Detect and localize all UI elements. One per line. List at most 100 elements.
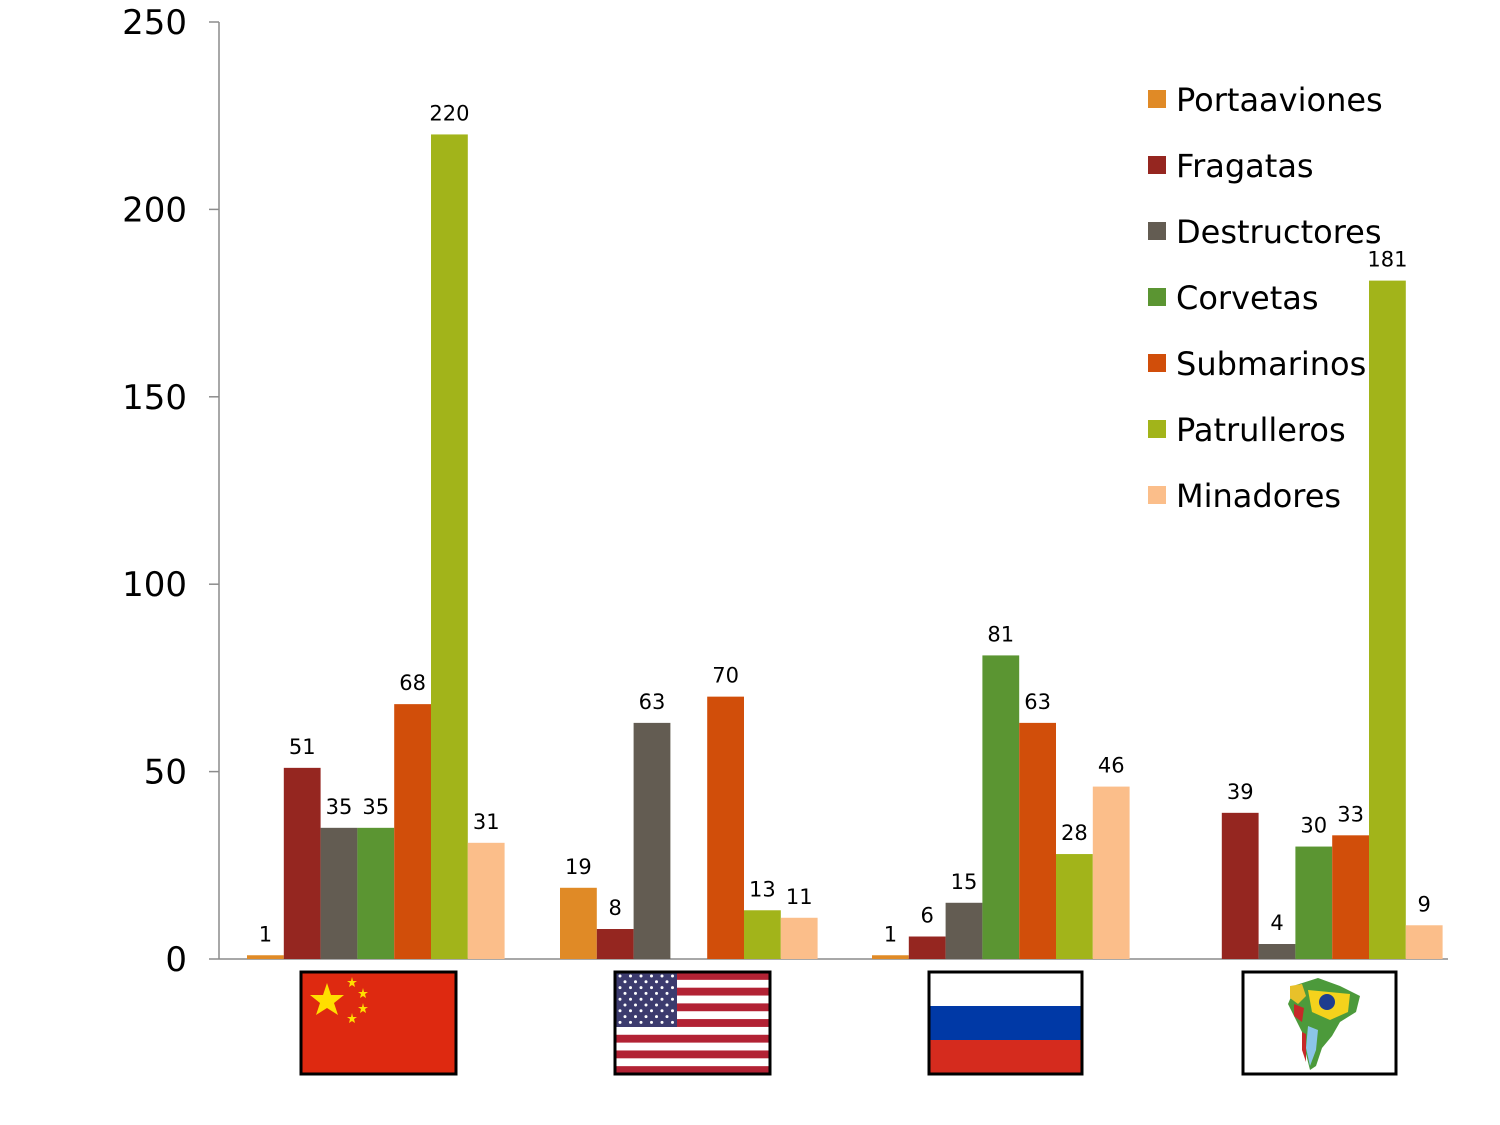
flag-star [655, 991, 658, 995]
legend-label: Minadores [1176, 477, 1341, 515]
flag-star [650, 1009, 653, 1013]
bar [431, 134, 468, 959]
bar [908, 936, 946, 959]
flag-star [644, 1015, 648, 1019]
bar [872, 955, 909, 959]
data-label: 1 [259, 922, 272, 946]
flag-star [671, 997, 674, 1001]
y-tick-label: 150 [122, 378, 187, 418]
flag-star [671, 974, 674, 978]
bar [744, 910, 781, 959]
flag-star [634, 980, 637, 984]
bar [1369, 280, 1406, 959]
bar [1221, 812, 1259, 959]
flag-star [634, 1015, 637, 1019]
data-label: 68 [399, 671, 426, 695]
flag-star [629, 974, 632, 978]
data-label: 31 [473, 810, 500, 834]
bar [633, 722, 671, 959]
legend-swatch [1148, 420, 1166, 438]
flag-star [623, 980, 627, 984]
flag-star [650, 1020, 653, 1024]
bar [982, 655, 1020, 959]
data-label: 51 [289, 735, 316, 759]
flag-star [623, 1015, 627, 1019]
flag-stripe [615, 1050, 770, 1059]
flag-star [634, 991, 637, 995]
legend-swatch [1148, 354, 1166, 372]
bars [247, 134, 1443, 959]
flag-star [639, 1009, 643, 1013]
bar [394, 704, 431, 959]
flag-stripe [615, 1003, 770, 1012]
flag-stripe [615, 972, 770, 980]
data-label: 63 [639, 690, 666, 714]
bar [1295, 846, 1333, 959]
bar [357, 827, 395, 959]
flag-china-icon [299, 970, 458, 1076]
flag-star [660, 997, 664, 1001]
flag-star [650, 997, 653, 1001]
data-label: 30 [1300, 814, 1327, 838]
data-label: 8 [609, 896, 622, 920]
legend-label: Destructores [1176, 213, 1382, 251]
data-label: 63 [1024, 690, 1051, 714]
data-label: 9 [1418, 892, 1431, 916]
bar [707, 696, 744, 959]
legend-swatch [1148, 156, 1166, 174]
legend-swatch [1148, 222, 1166, 240]
legend-swatch [1148, 288, 1166, 306]
y-tick-label: 200 [122, 190, 187, 230]
south-america-flags-map-icon [1241, 970, 1398, 1076]
data-label: 46 [1098, 754, 1125, 778]
data-label: 11 [786, 885, 813, 909]
flag-star [644, 980, 648, 984]
flag-star [639, 997, 643, 1001]
legend-label: Corvetas [1176, 279, 1319, 317]
y-tick-label: 250 [122, 3, 187, 43]
bar [1019, 722, 1056, 959]
y-tick-label: 100 [122, 565, 187, 605]
legend-label: Patrulleros [1176, 411, 1346, 449]
flag-russia-icon [927, 970, 1084, 1076]
legend-label: Portaaviones [1176, 81, 1383, 119]
flag-star [618, 986, 622, 990]
flag-star [665, 991, 669, 995]
data-label: 15 [951, 870, 978, 894]
bar [283, 767, 321, 959]
flag-star [629, 997, 632, 1001]
data-label: 81 [987, 622, 1014, 646]
data-label: 1 [884, 922, 897, 946]
flag-star [660, 986, 664, 990]
legend-label: Submarinos [1176, 345, 1366, 383]
flag-star [671, 1020, 674, 1024]
data-label: 13 [749, 877, 776, 901]
flag-stripe [615, 1066, 770, 1074]
flag-stripe [615, 987, 770, 996]
flag-star [660, 1020, 664, 1024]
legend: Portaaviones Fragatas Destructores Corvetas… [1148, 81, 1383, 515]
flag-star [639, 1020, 643, 1024]
bar [780, 917, 818, 959]
data-label: 6 [921, 904, 934, 928]
bar [320, 827, 358, 959]
flag-star [671, 1009, 674, 1013]
flag-stripe [615, 1034, 770, 1043]
data-label: 70 [712, 664, 739, 688]
legend-swatch [1148, 486, 1166, 504]
flag-star [655, 1003, 658, 1007]
data-label: 33 [1337, 802, 1364, 826]
data-label: 35 [362, 795, 389, 819]
y-tick-label: 50 [144, 753, 187, 793]
flag-star [618, 997, 622, 1001]
bar [596, 929, 634, 959]
data-label: 19 [565, 855, 592, 879]
flag-star [665, 1015, 669, 1019]
bar [1092, 786, 1130, 959]
flag-star [623, 1003, 627, 1007]
flag-star [671, 986, 674, 990]
data-label: 35 [326, 795, 353, 819]
flag-star [650, 986, 653, 990]
